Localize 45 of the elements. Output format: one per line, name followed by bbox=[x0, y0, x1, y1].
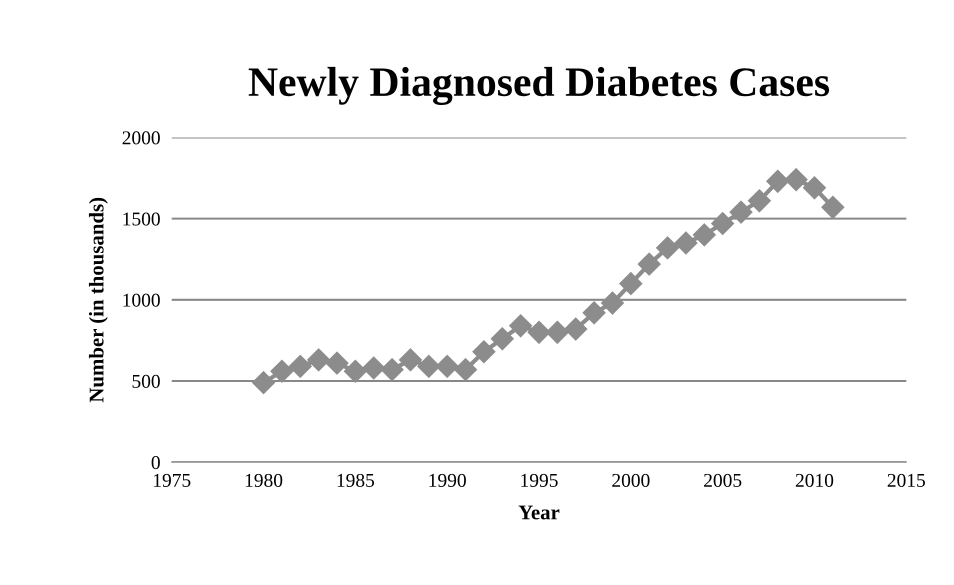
x-tick-label: 2010 bbox=[796, 474, 834, 487]
point bbox=[766, 170, 790, 193]
point bbox=[821, 196, 844, 219]
point bbox=[380, 358, 404, 382]
point bbox=[252, 371, 276, 394]
point bbox=[619, 272, 642, 296]
point bbox=[307, 348, 330, 372]
point bbox=[638, 252, 661, 276]
y-tick-label: 500 bbox=[132, 374, 160, 388]
point bbox=[730, 200, 753, 224]
point bbox=[270, 360, 294, 383]
point bbox=[490, 327, 514, 350]
point bbox=[398, 348, 422, 372]
x-tick-label: 2015 bbox=[888, 474, 925, 487]
x-tick-label: 1985 bbox=[338, 474, 374, 487]
point bbox=[288, 354, 312, 378]
x-axis-title: Year bbox=[518, 506, 560, 520]
point bbox=[600, 292, 624, 315]
point bbox=[674, 231, 698, 254]
point bbox=[802, 176, 826, 200]
point bbox=[326, 352, 348, 375]
point bbox=[472, 340, 496, 364]
point bbox=[564, 318, 588, 341]
y-tick-label: 1000 bbox=[123, 294, 160, 307]
chart-title: Newly Diagnosed Diabetes Cases bbox=[248, 66, 830, 106]
x-tick-label: 1990 bbox=[429, 474, 466, 487]
point bbox=[711, 212, 734, 236]
x-tick-label: 2000 bbox=[612, 474, 650, 487]
y-tick-label: 2000 bbox=[122, 131, 160, 144]
y-tick-label: 1500 bbox=[123, 212, 160, 226]
x-tick-label: 1995 bbox=[521, 474, 558, 487]
x-tick-label: 1975 bbox=[154, 474, 190, 487]
point bbox=[509, 314, 532, 338]
y-tick-label: 0 bbox=[152, 456, 160, 470]
point bbox=[454, 358, 478, 382]
point bbox=[748, 189, 771, 212]
point bbox=[344, 360, 367, 383]
x-tick-label: 2005 bbox=[704, 474, 742, 487]
x-tick-label: 1980 bbox=[246, 474, 282, 487]
y-axis-title: Number (in thousands) bbox=[88, 198, 108, 402]
point bbox=[692, 223, 716, 246]
point bbox=[362, 356, 386, 380]
point bbox=[784, 168, 808, 192]
point bbox=[582, 301, 606, 324]
point bbox=[656, 236, 680, 260]
